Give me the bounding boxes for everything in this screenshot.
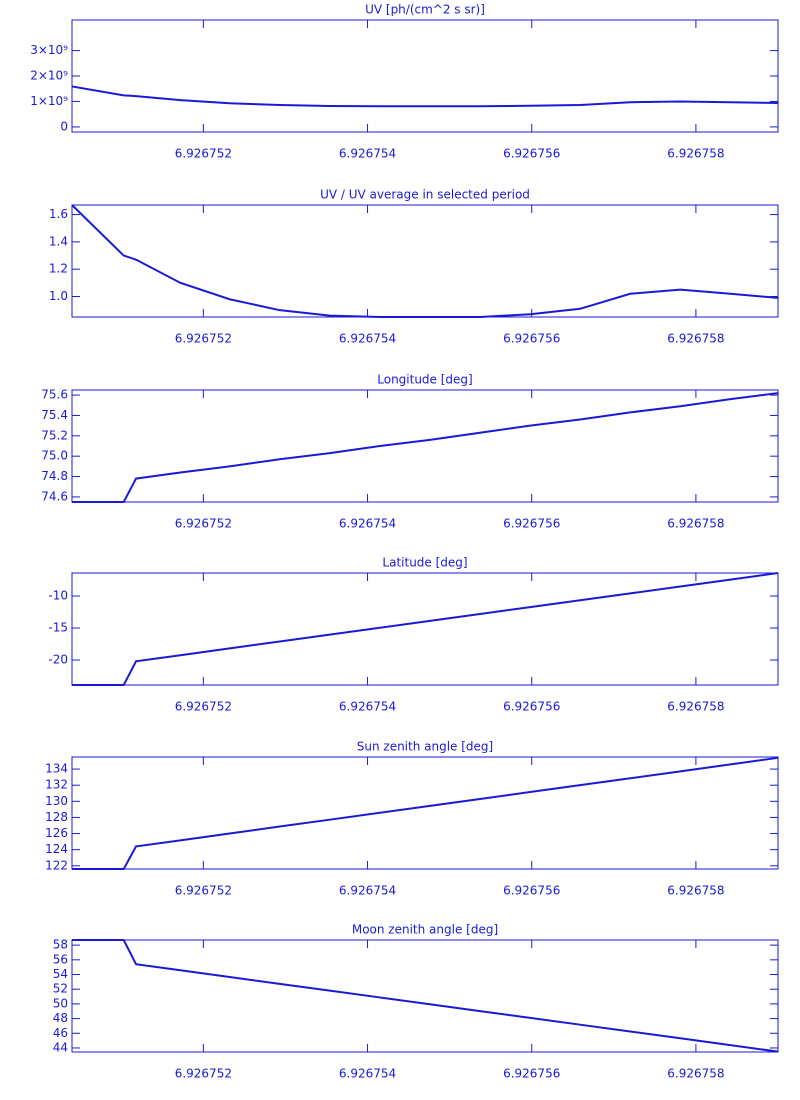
x-tick-label: 6.926756 [503,332,560,346]
x-tick-label: 6.926752 [175,517,232,531]
y-tick-label: 50 [53,996,68,1010]
y-tick-label: 3×10⁹ [30,43,68,57]
x-tick-label: 6.926756 [503,700,560,714]
y-tick-label: 75.6 [41,388,68,402]
x-tick-label: 6.926758 [667,147,724,161]
x-tick-label: 6.926752 [175,1067,232,1081]
plot-frame [71,204,779,318]
y-tick-label: 48 [53,1011,68,1025]
x-tick-label: 6.926752 [175,332,232,346]
y-tick-label: 1.6 [49,207,68,221]
y-tick-label: 134 [45,762,68,776]
y-tick-label: 75.2 [41,428,68,442]
x-tick-label: 6.926754 [339,700,396,714]
x-tick-label: 6.926754 [339,884,396,898]
y-tick-label: 56 [53,952,68,966]
y-tick-label: 124 [45,842,68,856]
y-tick-label: 46 [53,1026,68,1040]
x-tick-label: 6.926758 [667,517,724,531]
x-tick-label: 6.926758 [667,332,724,346]
x-tick-label: 6.926756 [503,1067,560,1081]
chart-title: Moon zenith angle [deg] [352,923,498,937]
x-tick-label: 6.926754 [339,517,396,531]
y-tick-label: 75.0 [41,449,68,463]
y-tick-label: 75.4 [41,408,68,422]
x-tick-label: 6.926758 [667,1067,724,1081]
y-tick-label: 132 [45,778,68,792]
x-tick-label: 6.926756 [503,147,560,161]
y-tick-label: 1×10⁹ [30,94,68,108]
y-tick-label: 74.6 [41,489,68,503]
data-line [71,204,779,318]
y-tick-label: 126 [45,826,68,840]
chart-title: UV [ph/(cm^2 s sr)] [365,3,485,17]
data-line [72,756,779,870]
plot-frame [71,756,779,870]
x-tick-label: 6.926752 [175,700,232,714]
x-tick-label: 6.926758 [667,700,724,714]
data-line [72,939,779,1053]
y-tick-label: 0 [60,119,68,133]
data-line [71,85,779,108]
y-tick-label: -10 [48,589,68,603]
x-tick-label: 6.926756 [503,517,560,531]
x-tick-label: 6.926752 [175,884,232,898]
plot-frame [71,19,779,133]
y-tick-label: 54 [53,967,68,981]
y-tick-label: 44 [53,1040,68,1054]
y-tick-label: 1.4 [49,234,68,248]
y-tick-label: 74.8 [41,469,68,483]
y-tick-label: 58 [53,938,68,952]
chart-title: UV / UV average in selected period [320,188,530,202]
x-tick-label: 6.926754 [339,332,396,346]
chart-title: Longitude [deg] [377,373,472,387]
x-tick-label: 6.926758 [667,884,724,898]
plot-frame [71,572,779,686]
y-tick-label: 128 [45,810,68,824]
plot-frame [71,389,779,503]
x-tick-label: 6.926756 [503,884,560,898]
x-tick-label: 6.926754 [339,147,396,161]
y-tick-label: -15 [48,621,68,635]
y-tick-label: 1.2 [49,262,68,276]
plot-frame [71,939,779,1053]
data-line [72,572,779,686]
x-tick-label: 6.926752 [175,147,232,161]
y-tick-label: 52 [53,982,68,996]
x-tick-label: 6.926754 [339,1067,396,1081]
chart-title: Sun zenith angle [deg] [357,740,493,754]
y-tick-label: 2×10⁹ [30,69,68,83]
chart-title: Latitude [deg] [382,556,467,570]
data-line [72,392,779,503]
y-tick-label: 122 [45,858,68,872]
y-tick-label: 1.0 [49,289,68,303]
y-tick-label: 130 [45,794,68,808]
y-tick-label: -20 [48,653,68,667]
